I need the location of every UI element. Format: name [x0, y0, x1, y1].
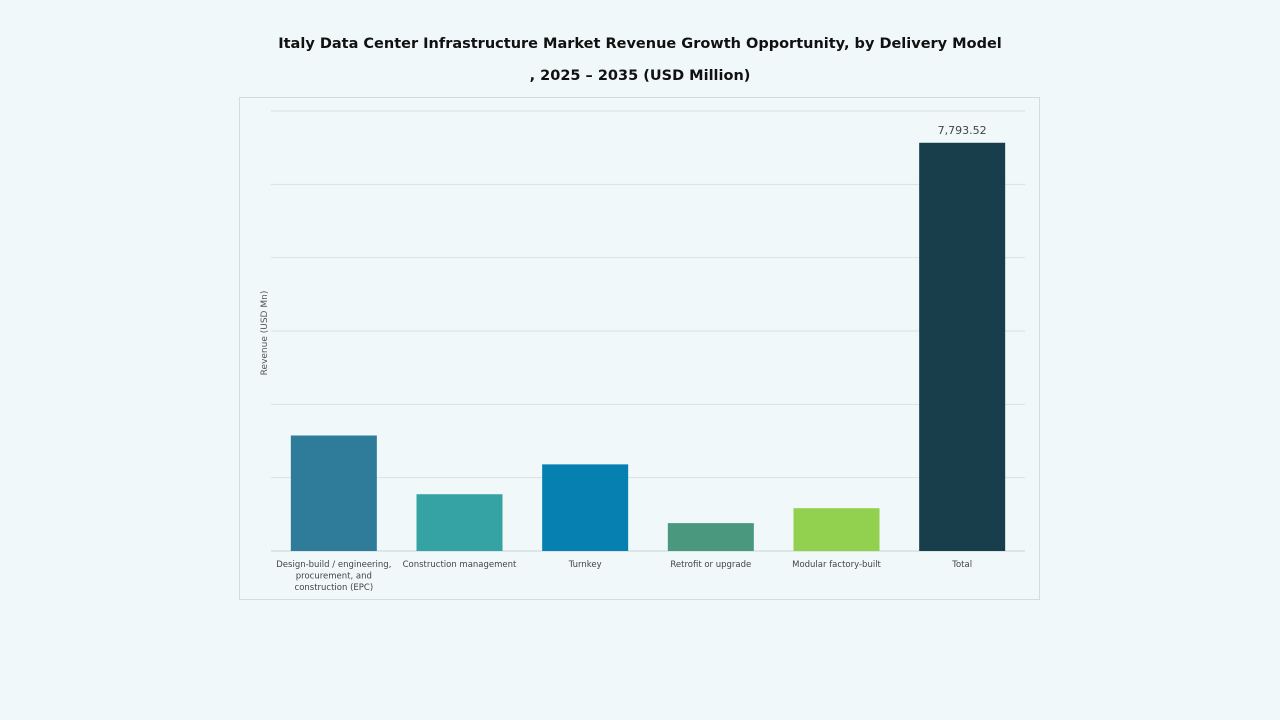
chart-frame — [239, 97, 1040, 600]
chart-title: Italy Data Center Infrastructure Market … — [278, 36, 1002, 52]
x-tick-label: Turnkey — [568, 560, 602, 570]
x-tick-label: Modular factory-built — [792, 560, 881, 570]
chart-subtitle: , 2025 – 2035 (USD Million) — [529, 68, 751, 84]
x-tick-label: procurement, and — [296, 572, 372, 582]
x-tick-label: construction (EPC) — [295, 583, 374, 593]
data-label: 7,793.52 — [938, 124, 987, 137]
bar — [919, 142, 1006, 551]
y-axis-label: Revenue (USD Mn) — [260, 291, 270, 376]
x-tick-label: Design-build / engineering, — [276, 560, 391, 570]
x-tick-label: Total — [951, 560, 972, 570]
x-tick-label: Construction management — [403, 560, 517, 570]
bar — [793, 508, 880, 551]
bar — [290, 435, 377, 551]
bar — [542, 464, 629, 551]
bar — [667, 523, 754, 551]
x-tick-label: Retrofit or upgrade — [670, 560, 751, 570]
bar — [416, 494, 503, 551]
